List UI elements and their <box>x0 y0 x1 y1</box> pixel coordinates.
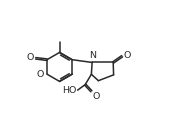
Text: O: O <box>27 53 34 62</box>
Text: O: O <box>124 51 131 60</box>
Text: HO: HO <box>62 86 76 95</box>
Text: O: O <box>37 70 44 79</box>
Text: N: N <box>89 51 96 60</box>
Text: O: O <box>93 92 100 101</box>
